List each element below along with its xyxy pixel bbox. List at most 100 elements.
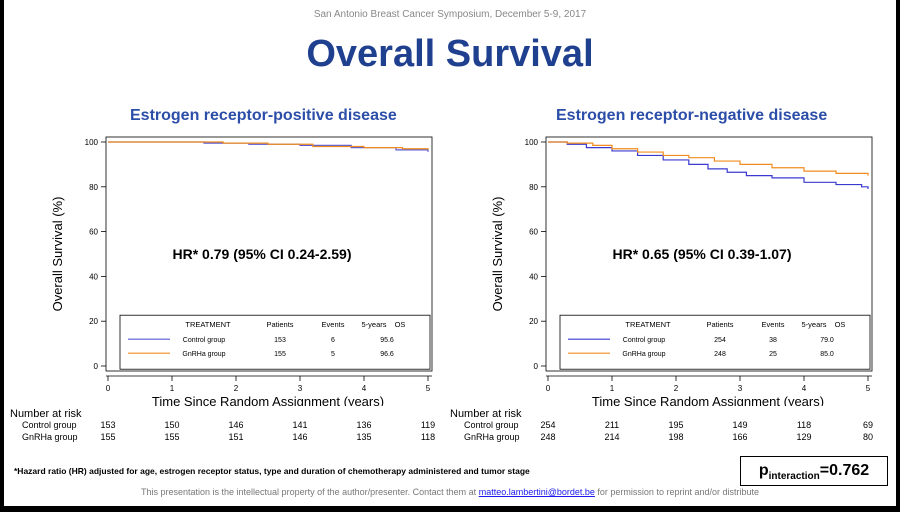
left-risk-title: Number at risk [10, 408, 82, 420]
right-y-tick-label: 60 [529, 228, 538, 237]
right-legend-patients: 248 [714, 351, 726, 358]
right-x-tick-label: 5 [866, 384, 871, 393]
left-x-axis-title: Time Since Random Assignment (years) [152, 394, 384, 406]
right-x-axis-title: Time Since Random Assignment (years) [592, 394, 824, 406]
right-legend-os: 79.0 [820, 337, 834, 344]
right-risk-value: 69 [862, 420, 874, 430]
right-legend-header: OS [835, 320, 846, 329]
left-y-axis-title: Overall Survival (%) [50, 197, 65, 312]
copyright-text-pre: This presentation is the intellectual pr… [140, 487, 477, 497]
p-subscript: interaction [768, 471, 820, 483]
right-legend-header: Patients [706, 320, 733, 329]
left-legend-name: GnRHa group [182, 351, 225, 358]
right-risk-row-label: GnRHa group [464, 432, 520, 442]
left-x-tick-label: 1 [170, 384, 175, 393]
left-risk-value: 119 [420, 420, 436, 430]
contact-email-link[interactable]: matteo.lambertini@bordet.be [478, 487, 595, 497]
right-hazard-ratio: HR* 0.65 (95% CI 0.39-1.07) [613, 246, 792, 262]
left-risk-table: Number at risk Control group 153 150 146 141 1… [10, 408, 440, 444]
left-legend-header: 5-years [361, 320, 386, 329]
left-risk-value: 151 [228, 432, 244, 442]
right-x-tick-label: 0 [546, 384, 551, 393]
footnote: *Hazard ratio (HR) adjusted for age, est… [14, 466, 530, 476]
left-y-tick-label: 80 [89, 183, 98, 192]
right-x-tick-label: 2 [674, 384, 679, 393]
right-y-tick-label: 20 [529, 317, 538, 326]
left-legend-name: Control group [183, 337, 226, 344]
left-risk-row-label: Control group [22, 420, 77, 430]
left-legend-header: OS [395, 320, 406, 329]
left-risk-row: Control group 153 150 146 141 136 119 [10, 420, 440, 432]
right-risk-value: 248 [540, 432, 556, 442]
right-y-tick-label: 80 [529, 183, 538, 192]
right-series-control-line [548, 141, 869, 190]
right-legend-events: 38 [769, 337, 777, 344]
left-x-tick-label: 0 [106, 384, 111, 393]
left-y-tick-label: 100 [85, 138, 99, 147]
right-risk-title: Number at risk [450, 408, 522, 420]
right-km-chart: 0 20 40 60 80 100 0 1 2 3 4 5 Time Since Random Assi… [490, 136, 873, 406]
left-legend-os: 96.6 [380, 351, 394, 358]
right-y-tick-label: 40 [529, 272, 538, 281]
right-risk-value: 254 [540, 420, 556, 430]
right-legend-header: Events [762, 320, 785, 329]
left-legend-header: Events [322, 320, 345, 329]
left-x-tick-label: 3 [298, 384, 303, 393]
left-x-tick-label: 5 [426, 384, 431, 393]
right-legend-header: TREATMENT [625, 320, 671, 329]
left-risk-value: 135 [356, 432, 372, 442]
left-hazard-ratio: HR* 0.79 (95% CI 0.24-2.59) [173, 246, 352, 262]
left-risk-value: 155 [100, 432, 116, 442]
right-risk-value: 211 [604, 420, 620, 430]
left-legend-events: 6 [331, 337, 335, 344]
left-risk-value: 146 [228, 420, 244, 430]
left-risk-value: 155 [164, 432, 180, 442]
right-risk-row-label: Control group [464, 420, 519, 430]
right-legend-events: 25 [769, 351, 777, 358]
right-y-axis-title: Overall Survival (%) [490, 197, 505, 312]
left-y-tick-label: 20 [89, 317, 98, 326]
left-risk-value: 150 [164, 420, 180, 430]
right-legend-header: 5-years [801, 320, 826, 329]
p-value: =0.762 [819, 462, 870, 479]
right-y-tick-label: 100 [525, 138, 539, 147]
right-x-tick-label: 1 [610, 384, 615, 393]
left-y-tick-label: 0 [94, 362, 99, 371]
left-x-tick-label: 4 [362, 384, 367, 393]
left-legend-header: Patients [266, 320, 293, 329]
p-interaction-box: pinteraction=0.762 [740, 456, 888, 486]
left-x-tick-label: 2 [234, 384, 239, 393]
left-plot-frame [105, 136, 433, 372]
left-y-tick-label: 60 [89, 228, 98, 237]
right-legend-patients: 254 [714, 337, 726, 344]
right-risk-table: Number at risk Control group 254 211 195 149 1… [450, 408, 890, 444]
right-legend-name: Control group [623, 337, 666, 344]
right-risk-value: 198 [668, 432, 684, 442]
slide: San Antonio Breast Cancer Symposium, Dec… [4, 0, 896, 506]
left-km-chart: 0 20 40 60 80 100 0 1 2 3 4 5 Time Since Random Assi… [50, 136, 433, 406]
right-legend-box [559, 314, 871, 370]
left-risk-value: 136 [356, 420, 372, 430]
right-legend-os: 85.0 [820, 351, 834, 358]
right-risk-value: 80 [862, 432, 874, 442]
left-series-gnrha-line [108, 141, 429, 150]
left-legend-box [119, 314, 431, 370]
right-x-tick-label: 3 [738, 384, 743, 393]
right-legend-name: GnRHa group [622, 351, 665, 358]
right-chart-title: Estrogen receptor-negative disease [556, 107, 828, 124]
left-legend-patients: 153 [274, 337, 286, 344]
right-risk-value: 149 [732, 420, 748, 430]
left-risk-value: 118 [420, 432, 436, 442]
slide-title: Overall Survival [306, 33, 594, 75]
right-risk-value: 129 [796, 432, 812, 442]
left-chart-title: Estrogen receptor-positive disease [130, 107, 397, 124]
conference-name: San Antonio Breast Cancer Symposium, Dec… [313, 9, 587, 20]
right-plot-frame [545, 136, 873, 372]
left-legend-os: 95.6 [380, 337, 394, 344]
right-risk-value: 166 [732, 432, 748, 442]
right-y-tick-label: 0 [534, 362, 539, 371]
left-risk-value: 141 [292, 420, 308, 430]
right-series-gnrha-line [548, 141, 869, 176]
p-label: p [758, 462, 769, 479]
left-risk-value: 153 [100, 420, 116, 430]
